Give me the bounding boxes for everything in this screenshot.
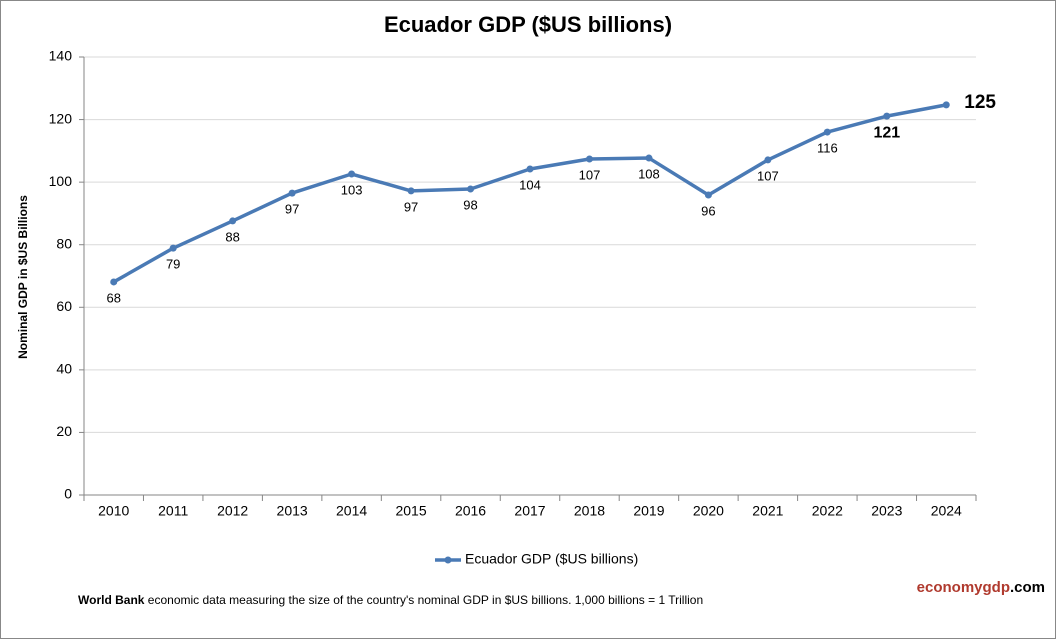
y-tick-label: 120 — [49, 110, 73, 126]
y-tick-label: 100 — [49, 173, 73, 189]
data-point — [704, 191, 712, 199]
chart-title: Ecuador GDP ($US billions) — [384, 12, 672, 37]
data-point — [169, 244, 177, 252]
y-tick-label: 20 — [56, 423, 72, 439]
footnote: World Bank economic data measuring the s… — [78, 593, 703, 607]
x-tick-label: 2013 — [277, 503, 308, 519]
data-label: 107 — [757, 168, 779, 183]
x-tick-label: 2021 — [752, 503, 783, 519]
x-tick-label: 2014 — [336, 503, 367, 519]
data-label: 79 — [166, 257, 180, 272]
y-tick-label: 0 — [64, 486, 72, 502]
data-label: 97 — [285, 202, 299, 217]
legend-label: Ecuador GDP ($US billions) — [465, 551, 638, 567]
x-tick-label: 2012 — [217, 503, 248, 519]
y-tick-label: 140 — [49, 48, 73, 64]
x-tick-label: 2024 — [931, 503, 962, 519]
brand: economygdp.com — [917, 579, 1045, 596]
data-label: 97 — [404, 199, 418, 214]
x-tick-label: 2015 — [395, 503, 426, 519]
x-tick-label: 2017 — [514, 503, 545, 519]
x-tick-label: 2018 — [574, 503, 605, 519]
data-label: 68 — [106, 290, 120, 305]
x-tick-label: 2016 — [455, 503, 486, 519]
y-tick-label: 60 — [56, 298, 72, 314]
data-label: 104 — [519, 177, 541, 192]
x-tick-label: 2022 — [812, 503, 843, 519]
data-point — [526, 165, 534, 173]
data-point — [407, 187, 415, 195]
legend-marker — [444, 556, 452, 564]
data-label: 103 — [341, 182, 363, 197]
data-point — [585, 155, 593, 163]
footnote-text: economic data measuring the size of the … — [148, 593, 703, 607]
y-tick-label: 80 — [56, 235, 72, 251]
x-tick-label: 2011 — [158, 503, 188, 519]
data-point — [883, 112, 891, 120]
data-label: 125 — [964, 92, 996, 113]
x-tick-label: 2010 — [98, 503, 129, 519]
data-point — [823, 128, 831, 136]
data-point — [288, 189, 296, 197]
x-tick-label: 2023 — [871, 503, 902, 519]
data-point — [645, 154, 653, 162]
x-tick-label: 2020 — [693, 503, 724, 519]
data-label: 121 — [873, 124, 900, 141]
y-axis-label: Nominal GDP in $US Billions — [16, 195, 30, 359]
data-label: 116 — [817, 141, 838, 156]
y-tick-label: 40 — [56, 361, 72, 377]
brand-main: economygdp — [917, 579, 1010, 596]
data-label: 96 — [701, 203, 715, 218]
data-point — [467, 185, 475, 193]
data-point — [110, 278, 118, 286]
data-point — [942, 101, 950, 109]
data-point — [229, 217, 237, 225]
data-label: 98 — [463, 197, 477, 212]
x-tick-label: 2019 — [633, 503, 664, 519]
footnote-source: World Bank — [78, 593, 145, 607]
brand-suffix: .com — [1010, 579, 1045, 596]
data-point — [348, 170, 356, 178]
data-label: 108 — [638, 166, 660, 181]
data-label: 107 — [579, 167, 601, 182]
data-point — [764, 156, 772, 164]
data-label: 88 — [225, 229, 239, 244]
